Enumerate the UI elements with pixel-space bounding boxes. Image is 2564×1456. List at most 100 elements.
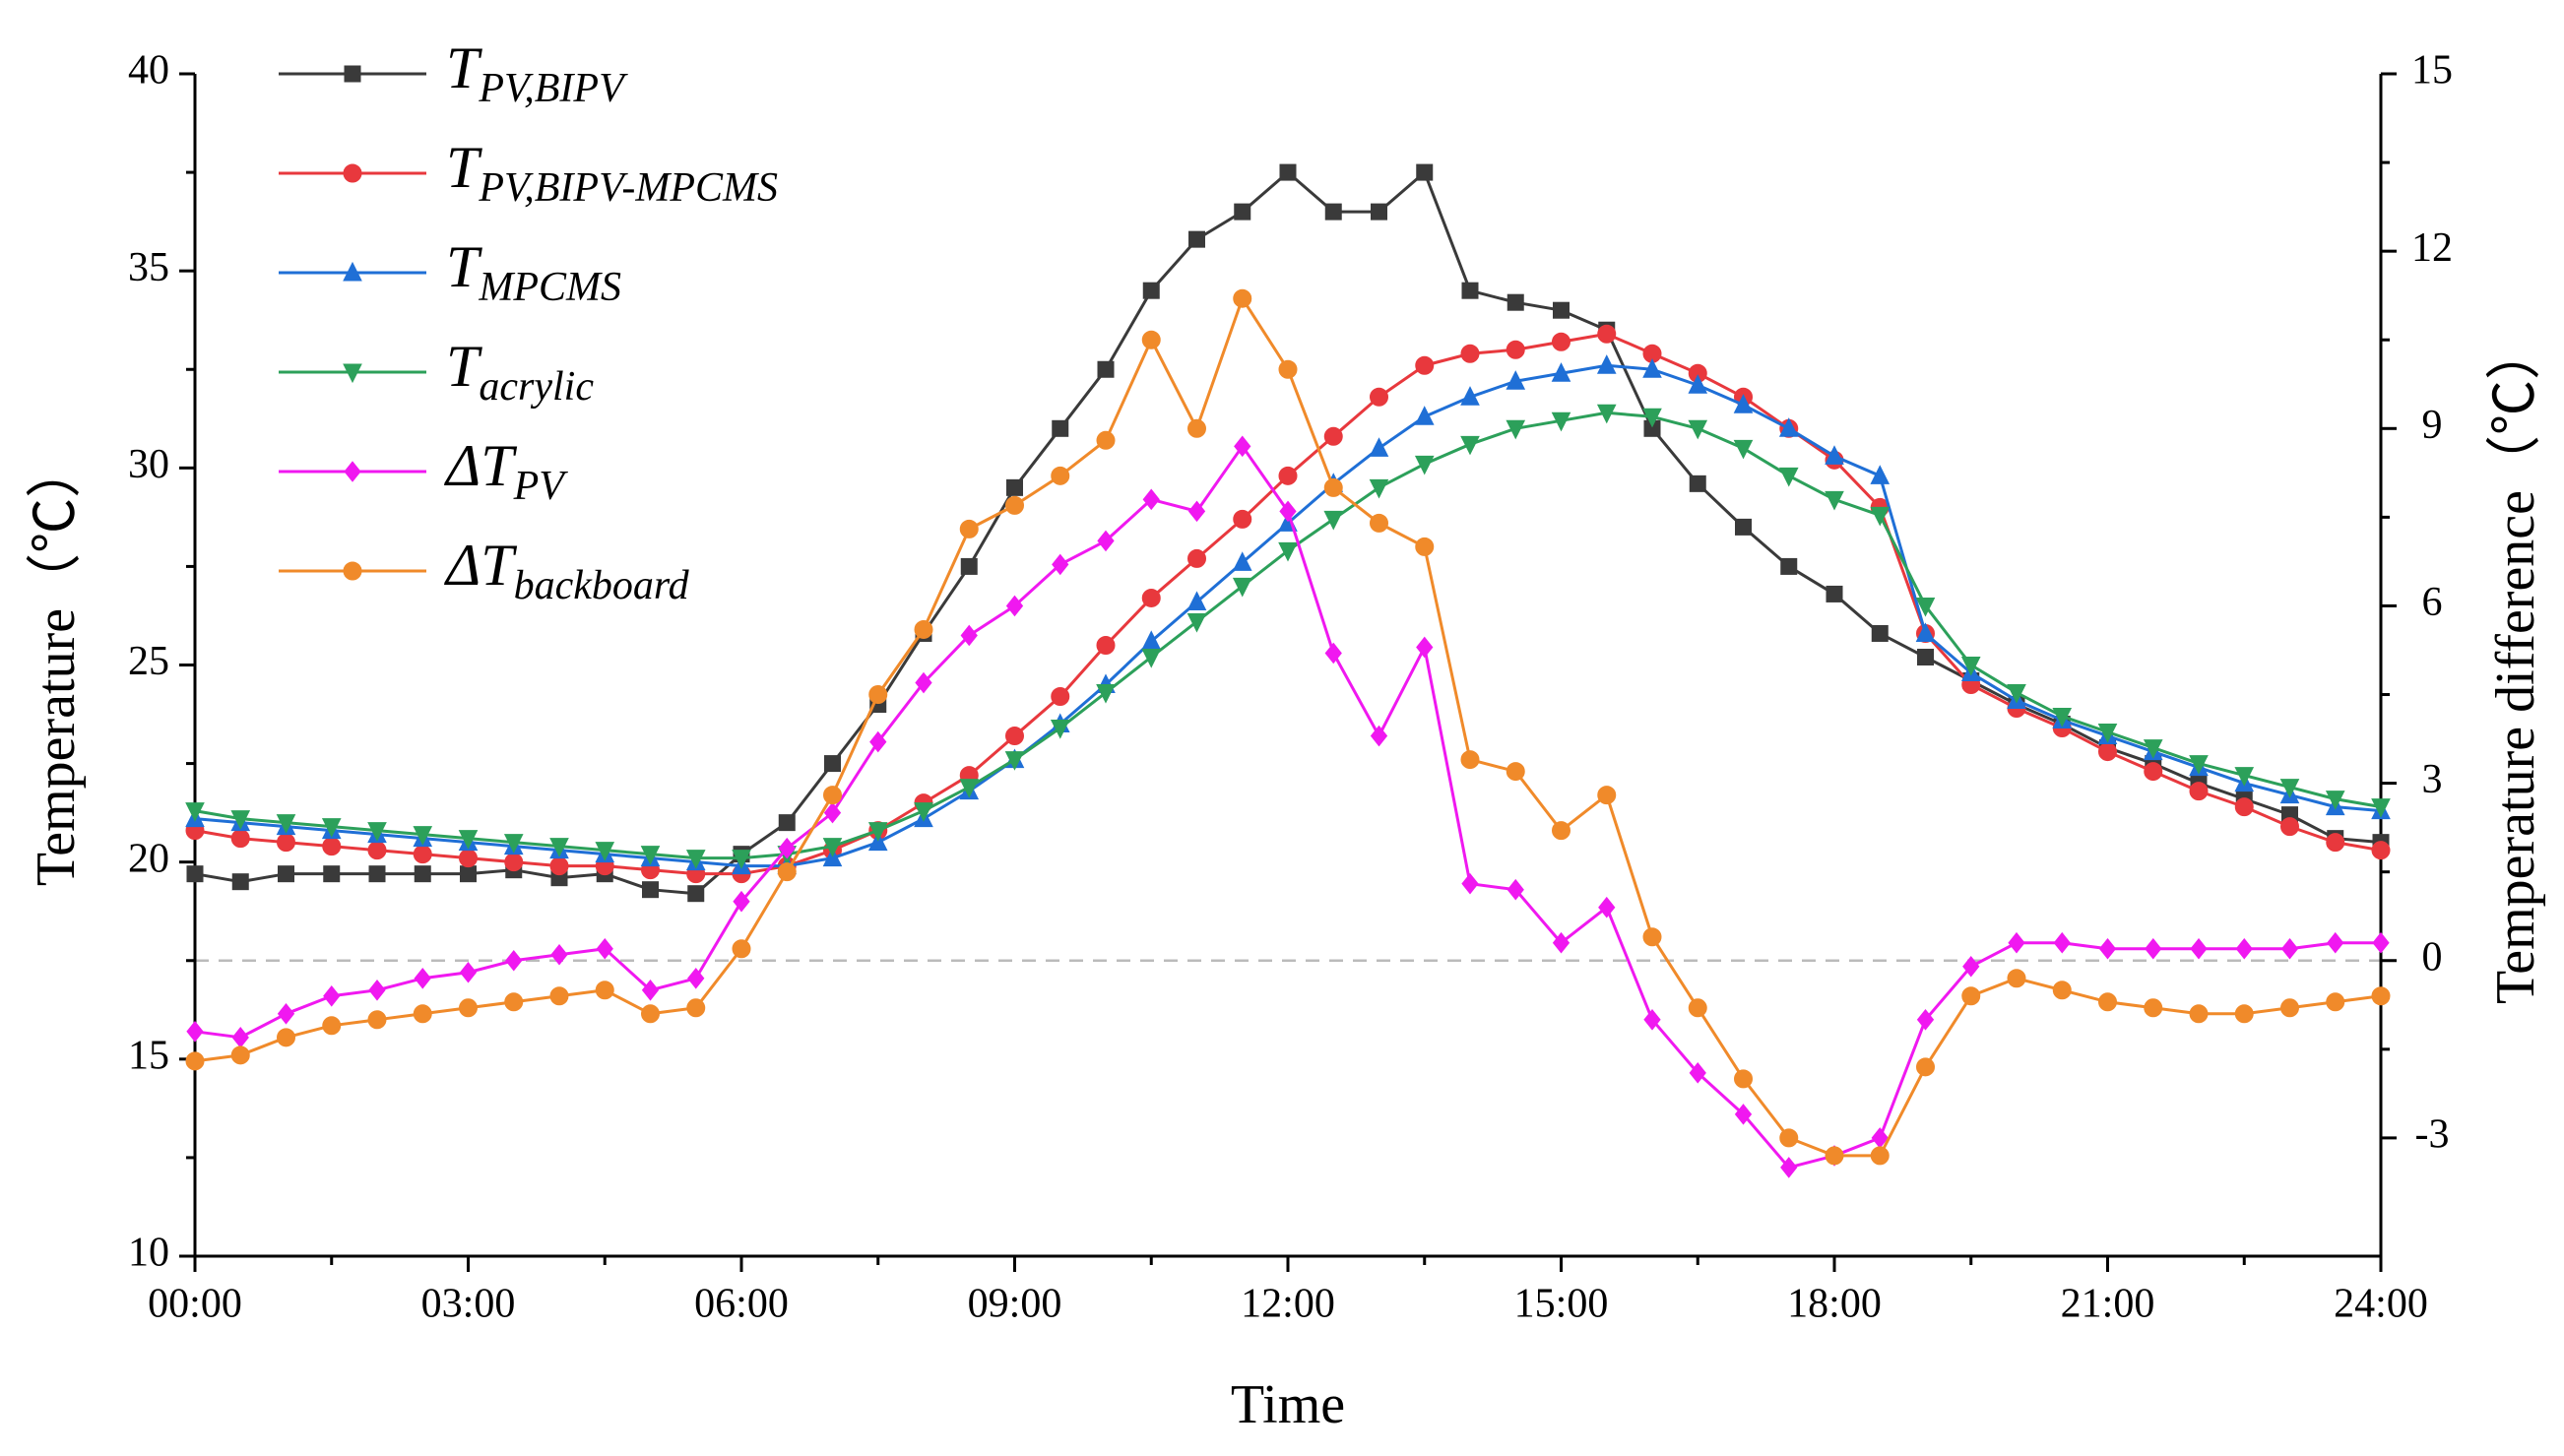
- marker: [732, 939, 751, 959]
- marker: [687, 967, 705, 989]
- marker: [1735, 518, 1752, 536]
- marker: [277, 833, 295, 853]
- marker: [1278, 359, 1298, 379]
- marker: [960, 557, 978, 575]
- marker: [1553, 301, 1570, 319]
- marker: [1642, 408, 1662, 428]
- marker: [777, 862, 797, 882]
- marker: [1371, 203, 1387, 221]
- marker: [413, 845, 432, 864]
- marker: [1916, 1057, 1935, 1077]
- marker: [2372, 931, 2390, 954]
- marker: [231, 1027, 249, 1048]
- marker: [414, 967, 431, 989]
- marker: [2326, 992, 2345, 1012]
- marker: [1097, 530, 1115, 552]
- marker: [2190, 937, 2208, 960]
- marker: [459, 961, 478, 983]
- marker: [459, 849, 478, 868]
- marker: [2007, 969, 2026, 988]
- marker: [2098, 742, 2117, 762]
- marker: [1780, 557, 1798, 575]
- marker: [1323, 426, 1343, 446]
- marker: [1234, 203, 1251, 221]
- x-tick-label: 12:00: [1241, 1282, 1335, 1327]
- marker: [185, 1051, 205, 1071]
- marker: [1642, 927, 1662, 947]
- marker: [1461, 872, 1479, 895]
- y-tick-label: 30: [128, 442, 169, 487]
- marker: [367, 841, 387, 860]
- y2-tick-label: 6: [2422, 580, 2443, 625]
- marker: [2189, 755, 2209, 775]
- y-axis-title: Temperature（℃）: [26, 443, 87, 886]
- marker: [1186, 612, 1207, 633]
- legend-item: Tacrylic: [279, 334, 594, 410]
- marker: [595, 981, 614, 1000]
- marker: [2008, 931, 2025, 954]
- marker: [413, 826, 433, 846]
- x-tick-label: 21:00: [2061, 1282, 2155, 1327]
- x-tick-label: 18:00: [1787, 1282, 1882, 1327]
- marker: [344, 461, 361, 482]
- marker: [2371, 798, 2391, 818]
- marker: [1642, 358, 1662, 378]
- marker: [959, 519, 979, 538]
- marker: [1051, 466, 1070, 485]
- marker: [1234, 435, 1251, 458]
- marker: [641, 1004, 660, 1024]
- marker: [2234, 1004, 2254, 1024]
- marker: [322, 837, 342, 856]
- marker: [1506, 293, 1524, 311]
- marker: [1369, 437, 1389, 457]
- legend-label: ΔTbackboard: [444, 533, 690, 608]
- marker: [1917, 648, 1934, 665]
- marker: [1279, 163, 1297, 181]
- marker: [186, 865, 204, 883]
- marker: [914, 619, 933, 639]
- marker: [1232, 577, 1252, 598]
- y2-tick-label: 15: [2411, 48, 2453, 94]
- marker: [2325, 791, 2345, 810]
- marker: [413, 1004, 432, 1024]
- y2-axis-title: Temperature difference（℃）: [2485, 325, 2546, 1004]
- marker: [1733, 439, 1754, 460]
- marker: [1915, 597, 1936, 617]
- marker: [1461, 282, 1479, 299]
- marker: [230, 810, 251, 830]
- marker: [868, 685, 888, 705]
- marker: [595, 842, 615, 861]
- marker: [778, 837, 796, 859]
- marker: [1142, 488, 1160, 511]
- marker: [1734, 1104, 1753, 1125]
- marker: [1688, 374, 1708, 394]
- marker: [1962, 955, 1980, 978]
- marker: [343, 561, 362, 581]
- marker: [1643, 1008, 1661, 1031]
- marker: [1779, 1128, 1799, 1148]
- marker: [1506, 419, 1526, 440]
- marker: [1096, 684, 1116, 704]
- marker: [823, 786, 842, 805]
- marker: [2098, 937, 2117, 960]
- marker: [1233, 509, 1252, 529]
- marker: [1598, 896, 1616, 918]
- marker: [596, 937, 613, 960]
- marker: [1778, 467, 1799, 487]
- marker: [1506, 340, 1525, 359]
- x-tick-label: 24:00: [2334, 1282, 2428, 1327]
- marker: [1826, 585, 1843, 602]
- marker: [687, 885, 705, 903]
- marker: [549, 986, 569, 1006]
- marker: [1506, 878, 1524, 901]
- marker: [368, 865, 386, 883]
- marker: [1960, 657, 1981, 676]
- marker: [2279, 779, 2300, 798]
- marker: [1005, 595, 1024, 617]
- legend-item: TPV,BIPV: [279, 35, 628, 111]
- marker: [1369, 478, 1389, 499]
- marker: [1415, 537, 1435, 556]
- marker: [2371, 841, 2391, 860]
- marker: [1780, 1157, 1798, 1178]
- marker: [2234, 767, 2255, 787]
